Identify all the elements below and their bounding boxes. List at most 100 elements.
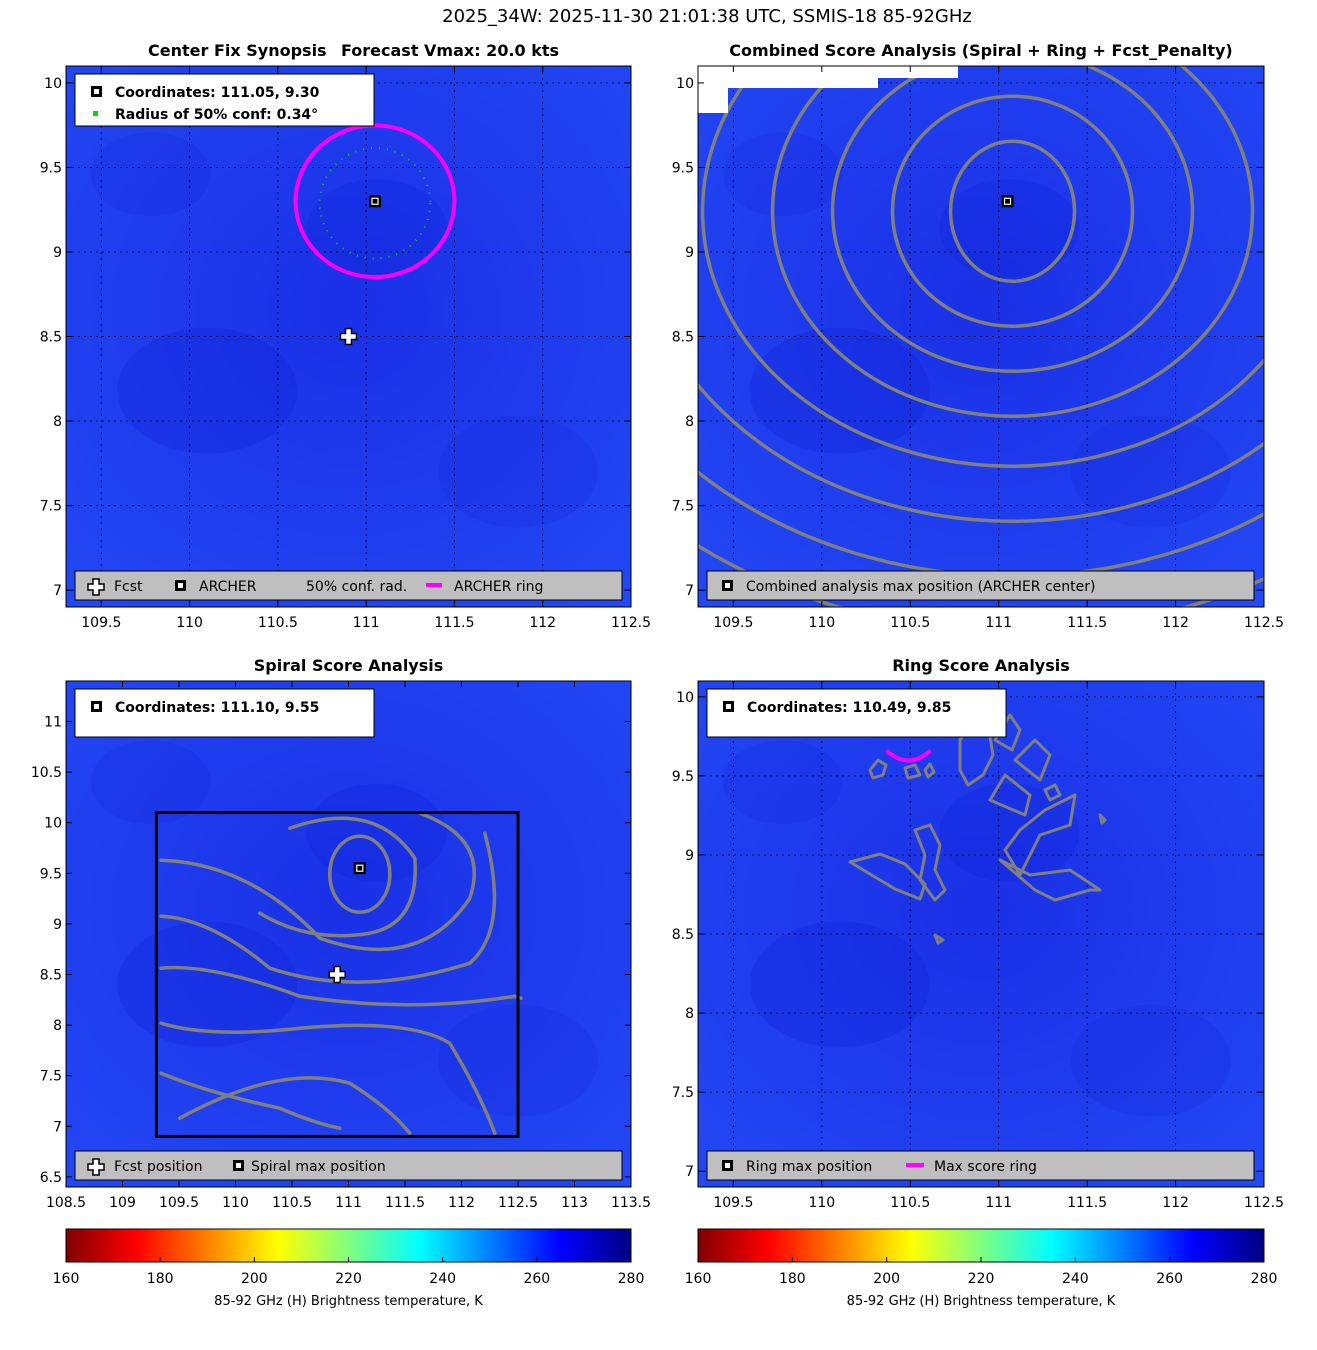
info-box bbox=[74, 688, 375, 738]
legend-box bbox=[74, 570, 623, 601]
brightness-patch bbox=[90, 740, 211, 825]
x-tick-label: 109.5 bbox=[713, 615, 753, 631]
y-tick-label: 8 bbox=[53, 414, 62, 430]
x-tick-label: 110.5 bbox=[890, 615, 930, 631]
x-tick-label: 108.5 bbox=[46, 1195, 86, 1211]
score-contour bbox=[698, 382, 1264, 523]
x-tick-label: 110 bbox=[222, 1195, 249, 1211]
x-tick-label: 112 bbox=[529, 615, 556, 631]
y-tick-label: 8.5 bbox=[40, 330, 62, 346]
y-tick-label: 8 bbox=[53, 1018, 62, 1034]
x-tick-label: 112 bbox=[1162, 1195, 1189, 1211]
archer-marker bbox=[368, 195, 381, 208]
colorbar-tick-label: 240 bbox=[429, 1271, 456, 1287]
legend-label: ARCHER bbox=[199, 579, 257, 595]
score-contour bbox=[1098, 813, 1107, 825]
x-tick-label: 112.5 bbox=[498, 1195, 538, 1211]
colorbar-tick-label: 260 bbox=[523, 1271, 550, 1287]
y-tick-label: 9.5 bbox=[40, 866, 62, 882]
score-contour bbox=[1013, 738, 1052, 782]
score-contour bbox=[159, 811, 476, 951]
info-line: Radius of 50% conf: 0.34° bbox=[115, 107, 318, 123]
x-tick-label: 110 bbox=[176, 615, 203, 631]
y-tick-label: 7.5 bbox=[40, 1069, 62, 1085]
legend-box bbox=[74, 1150, 623, 1181]
y-tick-label: 8.5 bbox=[672, 330, 694, 346]
y-tick-label: 10 bbox=[676, 690, 694, 706]
x-tick-label: 112 bbox=[1162, 615, 1189, 631]
colorbar-tick-label: 240 bbox=[1062, 1271, 1089, 1287]
info-marker-core bbox=[94, 704, 99, 709]
archer-ring bbox=[293, 123, 457, 280]
x-tick-label: 113 bbox=[561, 1195, 588, 1211]
max-position-marker bbox=[1001, 195, 1014, 208]
y-tick-label: 7.5 bbox=[40, 499, 62, 515]
info-line: Coordinates: 111.10, 9.55 bbox=[115, 700, 319, 716]
score-contour bbox=[1003, 793, 1077, 877]
info-marker-core bbox=[94, 89, 99, 94]
legend-fcst-icon bbox=[87, 578, 105, 596]
info-box bbox=[706, 688, 1007, 738]
y-tick-label: 7.5 bbox=[672, 499, 694, 515]
y-tick-label: 8.5 bbox=[672, 927, 694, 943]
colorbar-tick-label: 200 bbox=[241, 1271, 268, 1287]
brightness-patch bbox=[939, 783, 1080, 882]
panel-title: Spiral Score Analysis bbox=[254, 656, 444, 675]
panel-title: Center Fix Synopsis bbox=[148, 41, 327, 60]
score-contour bbox=[770, 66, 1255, 418]
panel-title: Ring Score Analysis bbox=[892, 656, 1070, 675]
x-tick-label: 109.5 bbox=[713, 1195, 753, 1211]
x-tick-label: 112.5 bbox=[1244, 1195, 1284, 1211]
x-tick-label: 109 bbox=[109, 1195, 136, 1211]
colorbar-tick-label: 200 bbox=[873, 1271, 900, 1287]
missing-data bbox=[698, 66, 958, 113]
legend-label: Fcst position bbox=[114, 1159, 202, 1175]
legend-label: Fcst bbox=[114, 579, 143, 595]
info-line: Coordinates: 110.49, 9.85 bbox=[747, 700, 951, 716]
info-box bbox=[74, 73, 375, 127]
colorbar-tick-label: 160 bbox=[685, 1271, 712, 1287]
score-contour bbox=[933, 933, 945, 945]
confidence-circle bbox=[318, 147, 432, 260]
info-conf-marker bbox=[93, 111, 98, 116]
legend-fcst-icon bbox=[87, 1158, 105, 1176]
y-tick-label: 7 bbox=[53, 1119, 62, 1135]
score-contour bbox=[159, 831, 497, 984]
plot-area bbox=[698, 681, 1264, 1187]
legend-label: ARCHER ring bbox=[454, 579, 543, 595]
brightness-patch bbox=[939, 179, 1080, 278]
colorbar-1: 160 180 200 220 240 260 280 85-92 GHz (H) Brigh… bbox=[53, 1228, 644, 1309]
x-tick-label: 111 bbox=[335, 1195, 362, 1211]
score-contour bbox=[890, 94, 1135, 328]
y-tick-label: 10 bbox=[676, 76, 694, 92]
y-tick-label: 10.5 bbox=[31, 765, 62, 781]
max-position-marker bbox=[353, 862, 366, 875]
brightness-patch bbox=[306, 783, 447, 882]
panel-title: Combined Score Analysis (Spiral + Ring +… bbox=[729, 41, 1232, 60]
legend-label: Combined analysis max position (ARCHER c… bbox=[746, 579, 1095, 595]
score-contour bbox=[328, 834, 392, 914]
colorbar-tick-label: 180 bbox=[147, 1271, 174, 1287]
y-tick-label: 9 bbox=[53, 917, 62, 933]
legend: Ring max position Max score ring bbox=[706, 1150, 1255, 1181]
colorbar-label: 85-92 GHz (H) Brightness temperature, K bbox=[214, 1294, 483, 1309]
colorbar-tick-label: 260 bbox=[1156, 1271, 1183, 1287]
y-tick-label: 7 bbox=[53, 583, 62, 599]
colorbar-label: 85-92 GHz (H) Brightness temperature, K bbox=[847, 1294, 1116, 1309]
legend-label: Spiral max position bbox=[251, 1159, 386, 1175]
legend-box bbox=[706, 570, 1255, 601]
score-contour bbox=[830, 66, 1195, 373]
x-tick-label: 110.5 bbox=[890, 1195, 930, 1211]
score-contour bbox=[159, 1071, 342, 1130]
x-tick-label: 110 bbox=[808, 615, 835, 631]
x-tick-label: 111 bbox=[985, 615, 1012, 631]
legend: Combined analysis max position (ARCHER c… bbox=[706, 570, 1255, 601]
x-tick-label: 110 bbox=[808, 1195, 835, 1211]
y-tick-label: 9.5 bbox=[672, 769, 694, 785]
brightness-patch bbox=[306, 179, 447, 278]
x-tick-label: 111.5 bbox=[434, 615, 474, 631]
score-contour bbox=[848, 852, 927, 901]
colorbar-tick-label: 220 bbox=[335, 1271, 362, 1287]
score-contour bbox=[913, 823, 947, 902]
y-tick-label: 8.5 bbox=[40, 967, 62, 983]
